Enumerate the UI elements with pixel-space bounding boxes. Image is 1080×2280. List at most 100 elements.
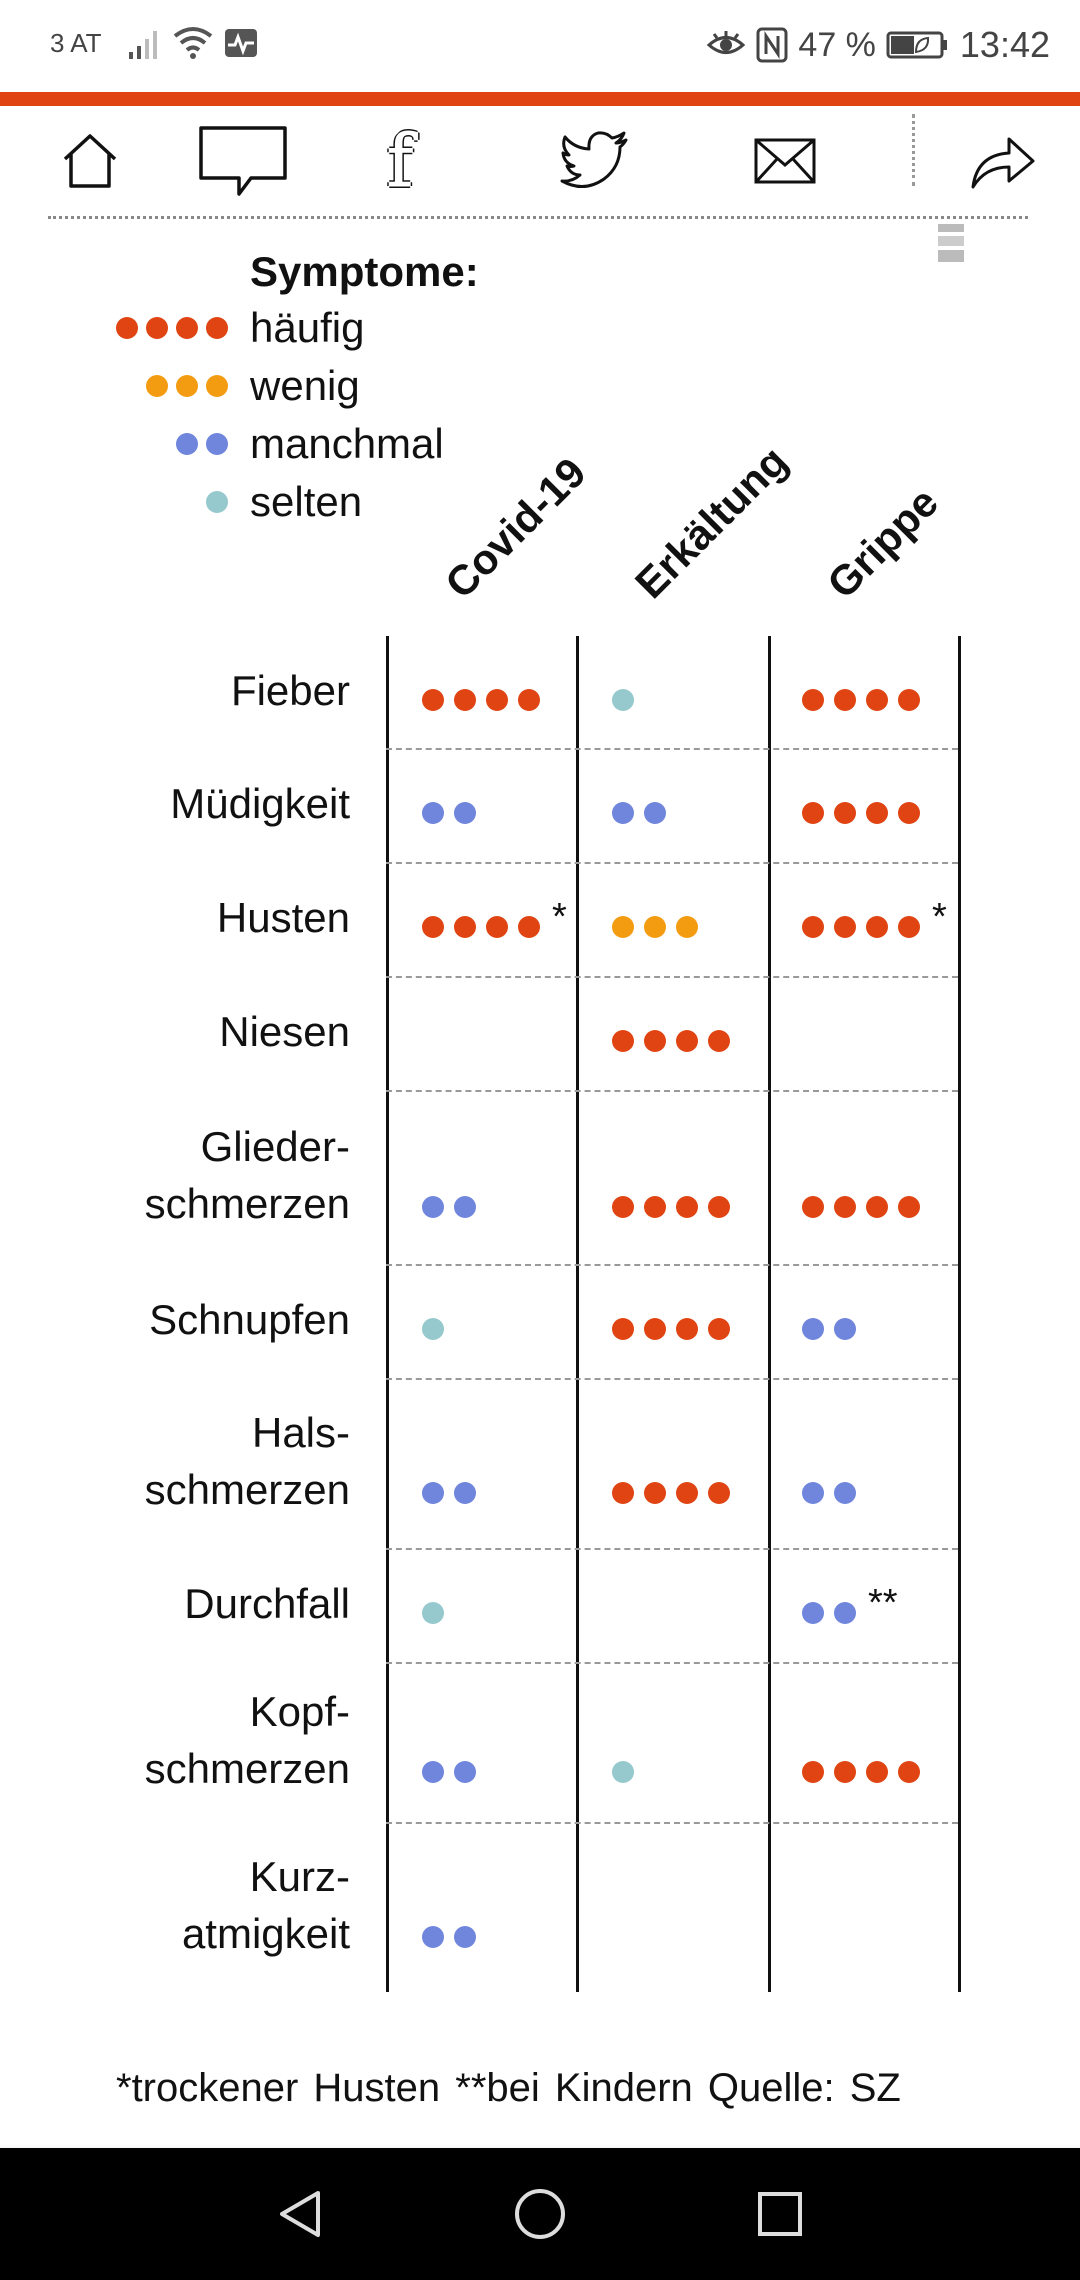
haeufig-dot bbox=[676, 1196, 698, 1218]
column-divider bbox=[576, 636, 579, 1992]
manchmal-dot bbox=[834, 1602, 856, 1624]
row-label-line: Kopf- bbox=[249, 1688, 350, 1735]
recents-button[interactable] bbox=[750, 2184, 810, 2244]
share-icon bbox=[971, 137, 1035, 189]
row-divider bbox=[386, 1662, 958, 1664]
manchmal-dot bbox=[422, 1926, 444, 1948]
eye-icon bbox=[707, 31, 746, 54]
legend-dots bbox=[116, 304, 228, 352]
haeufig-dot bbox=[454, 689, 476, 711]
share-button[interactable] bbox=[968, 106, 1038, 216]
legend-dot bbox=[176, 433, 198, 455]
symptom-cell bbox=[802, 685, 920, 715]
row-label-line: schmerzen bbox=[144, 1745, 350, 1792]
haeufig-dot bbox=[866, 802, 888, 824]
row-label-line: Kurz- bbox=[249, 1853, 350, 1900]
symptom-cell bbox=[422, 798, 476, 828]
haeufig-dot bbox=[518, 916, 540, 938]
haeufig-dot bbox=[802, 1761, 824, 1783]
recents-icon bbox=[758, 2192, 802, 2236]
row-label-line: Glieder- bbox=[200, 1123, 350, 1170]
row-divider bbox=[386, 1822, 958, 1824]
haeufig-dot bbox=[676, 1482, 698, 1504]
row-label-line: atmigkeit bbox=[181, 1910, 350, 1957]
haeufig-dot bbox=[518, 689, 540, 711]
article-toolbar: f bbox=[0, 106, 1080, 216]
wenig-dot bbox=[644, 916, 666, 938]
column-divider bbox=[768, 636, 771, 1992]
legend-item: manchmal bbox=[0, 420, 600, 468]
row-label-line: schmerzen bbox=[144, 1180, 350, 1227]
symptom-cell bbox=[422, 1598, 444, 1628]
symptom-cell bbox=[422, 1314, 444, 1344]
legend-item: selten bbox=[0, 478, 600, 526]
row-divider bbox=[386, 976, 958, 978]
symptom-cell bbox=[422, 1192, 476, 1222]
symptom-cell bbox=[612, 685, 634, 715]
haeufig-dot bbox=[834, 689, 856, 711]
row-label-line: Fieber bbox=[230, 666, 350, 714]
back-icon bbox=[280, 2191, 320, 2237]
legend-dot bbox=[116, 317, 138, 339]
legend-label: manchmal bbox=[250, 420, 444, 467]
haeufig-dot bbox=[676, 1318, 698, 1340]
row-label: Durchfall bbox=[184, 1575, 350, 1632]
home-button[interactable] bbox=[50, 106, 130, 216]
back-button[interactable] bbox=[270, 2184, 330, 2244]
symptom-cell bbox=[422, 1478, 476, 1508]
manchmal-dot bbox=[422, 1761, 444, 1783]
haeufig-dot bbox=[708, 1196, 730, 1218]
symptom-cell: ** bbox=[802, 1582, 898, 1628]
manchmal-dot bbox=[834, 1482, 856, 1504]
legend-dots bbox=[176, 420, 228, 468]
manchmal-dot bbox=[802, 1602, 824, 1624]
column-divider bbox=[386, 636, 389, 1992]
symptom-cell bbox=[802, 1314, 856, 1344]
comment-button[interactable] bbox=[196, 106, 290, 216]
battery-percent: 47 % bbox=[798, 25, 876, 64]
symptom-cell bbox=[422, 1922, 476, 1952]
manchmal-dot bbox=[454, 1482, 476, 1504]
manchmal-dot bbox=[834, 1318, 856, 1340]
row-label-line: Durchfall bbox=[184, 1579, 350, 1627]
symptom-cell bbox=[802, 1757, 920, 1787]
symptom-cell bbox=[612, 1314, 730, 1344]
haeufig-dot bbox=[898, 1196, 920, 1218]
haeufig-dot bbox=[708, 1482, 730, 1504]
haeufig-dot bbox=[422, 916, 444, 938]
haeufig-dot bbox=[866, 916, 888, 938]
comment-icon bbox=[199, 126, 287, 196]
row-divider bbox=[386, 1378, 958, 1380]
haeufig-dot bbox=[866, 1761, 888, 1783]
mail-share-button[interactable] bbox=[752, 106, 818, 216]
carrier-label: 3 AT bbox=[50, 28, 102, 58]
haeufig-dot bbox=[486, 916, 508, 938]
symptom-cell: * bbox=[802, 896, 947, 942]
legend-dot bbox=[206, 317, 228, 339]
manchmal-dot bbox=[612, 802, 634, 824]
row-divider bbox=[386, 862, 958, 864]
row-label-line: schmerzen bbox=[144, 1466, 350, 1513]
accent-bar bbox=[0, 92, 1080, 106]
status-bar: 3 AT 47 % 13:42 bbox=[0, 0, 1080, 92]
wenig-dot bbox=[676, 916, 698, 938]
legend-dot bbox=[206, 375, 228, 397]
system-navigation-bar bbox=[0, 2148, 1080, 2280]
symptom-cell: * bbox=[422, 896, 567, 942]
haeufig-dot bbox=[898, 1761, 920, 1783]
column-divider bbox=[958, 636, 961, 1992]
legend-label: häufig bbox=[250, 304, 365, 351]
footnote-marker: * bbox=[932, 895, 947, 938]
home-nav-button[interactable] bbox=[510, 2184, 570, 2244]
symptom-cell bbox=[612, 912, 698, 942]
signal-icon bbox=[129, 31, 157, 59]
haeufig-dot bbox=[802, 689, 824, 711]
selten-dot bbox=[612, 689, 634, 711]
footnote: *trockener Husten **bei Kindern Quelle: … bbox=[116, 2066, 901, 2110]
home-circle-icon bbox=[515, 2189, 565, 2239]
facebook-share-button[interactable]: f bbox=[370, 106, 430, 216]
column-header: Covid-19 bbox=[436, 448, 595, 608]
twitter-share-button[interactable] bbox=[558, 106, 632, 216]
mail-icon bbox=[754, 138, 816, 184]
wenig-dot bbox=[612, 916, 634, 938]
